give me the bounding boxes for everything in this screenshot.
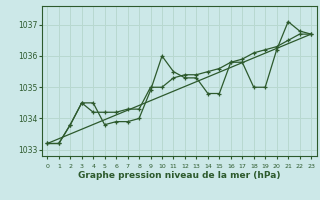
- X-axis label: Graphe pression niveau de la mer (hPa): Graphe pression niveau de la mer (hPa): [78, 171, 280, 180]
